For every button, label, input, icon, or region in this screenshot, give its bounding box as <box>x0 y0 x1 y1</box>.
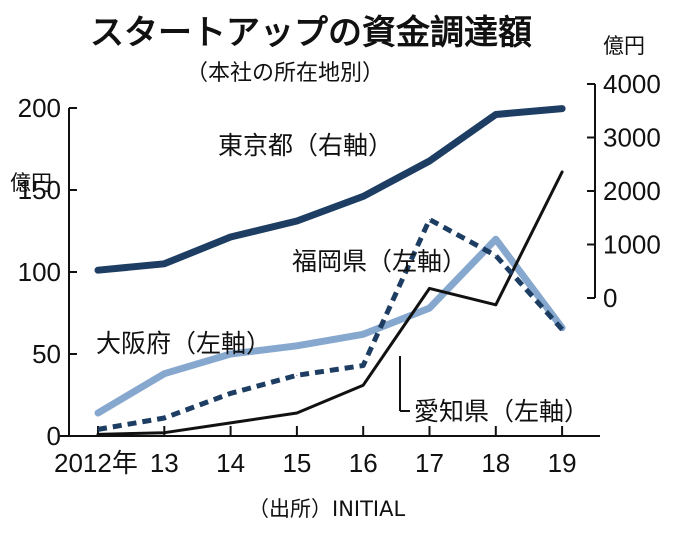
data-point <box>296 412 298 414</box>
data-point <box>97 428 99 430</box>
data-point <box>163 373 165 375</box>
data-point <box>495 113 497 115</box>
left-tick-label: 0 <box>47 421 61 451</box>
data-point <box>429 307 430 309</box>
series-line-福岡県 <box>97 217 564 432</box>
data-point <box>230 236 232 238</box>
data-point <box>362 195 364 197</box>
data-point <box>362 364 364 366</box>
series-line-東京都 <box>94 105 566 274</box>
data-point <box>561 108 563 110</box>
x-axis: 2012年 13 14 15 16 17 18 19 <box>54 426 600 478</box>
x-tick-label: 16 <box>349 448 378 478</box>
data-point <box>495 304 497 306</box>
right-tick-label: 4000 <box>603 69 661 99</box>
right-tick-label: 0 <box>603 283 617 313</box>
data-point <box>561 328 563 330</box>
left-tick-label: 50 <box>32 339 61 369</box>
data-point <box>495 255 497 257</box>
x-tick-label: 2012年 <box>54 448 138 478</box>
data-point <box>97 412 99 414</box>
left-axis: 0 50 100 150 200 <box>18 93 77 451</box>
right-tick-label: 1000 <box>603 230 661 260</box>
data-point <box>296 220 298 222</box>
data-point <box>429 160 430 162</box>
label-osaka: 大阪府（左軸） <box>96 329 271 358</box>
data-point <box>163 263 165 265</box>
data-point <box>97 433 99 435</box>
x-tick-label: 19 <box>548 448 577 478</box>
right-axis: 0 1000 2000 3000 4000 <box>587 69 661 313</box>
right-tick-label: 3000 <box>603 123 661 153</box>
x-tick-label: 14 <box>216 448 245 478</box>
data-point <box>296 374 298 376</box>
data-point <box>296 345 298 347</box>
label-aichi: 愛知県（左軸） <box>414 397 589 426</box>
data-point <box>362 333 364 335</box>
left-tick-label: 200 <box>18 93 61 123</box>
x-tick-label: 15 <box>282 448 311 478</box>
x-tick-label: 17 <box>415 448 444 478</box>
x-tick-label: 13 <box>150 448 179 478</box>
label-tokyo: 東京都（右軸） <box>218 131 393 160</box>
x-tick-label: 18 <box>481 448 510 478</box>
right-tick-label: 2000 <box>603 176 661 206</box>
data-point <box>230 353 232 355</box>
series-layer <box>94 105 566 436</box>
left-tick-label: 150 <box>18 175 61 205</box>
label-fukuoka: 福岡県（左軸） <box>292 247 467 276</box>
data-point <box>97 269 99 271</box>
data-point <box>163 417 165 419</box>
data-point <box>495 238 497 240</box>
left-tick-label: 100 <box>18 257 61 287</box>
source-note: （出所）INITIAL <box>248 497 405 521</box>
data-point <box>163 432 165 434</box>
series-line-愛知県 <box>96 170 564 436</box>
chart-subtitle: （本社の所在地別） <box>186 61 384 86</box>
data-point <box>362 384 364 386</box>
data-point <box>561 171 563 173</box>
data-point <box>230 392 232 394</box>
left-axis-unit: 億円 <box>10 171 52 195</box>
data-point <box>429 219 430 221</box>
right-axis-unit: 億円 <box>603 34 645 58</box>
data-point <box>429 287 430 289</box>
data-point <box>230 422 232 424</box>
chart-title: スタートアップの資金調達額 <box>90 13 532 53</box>
